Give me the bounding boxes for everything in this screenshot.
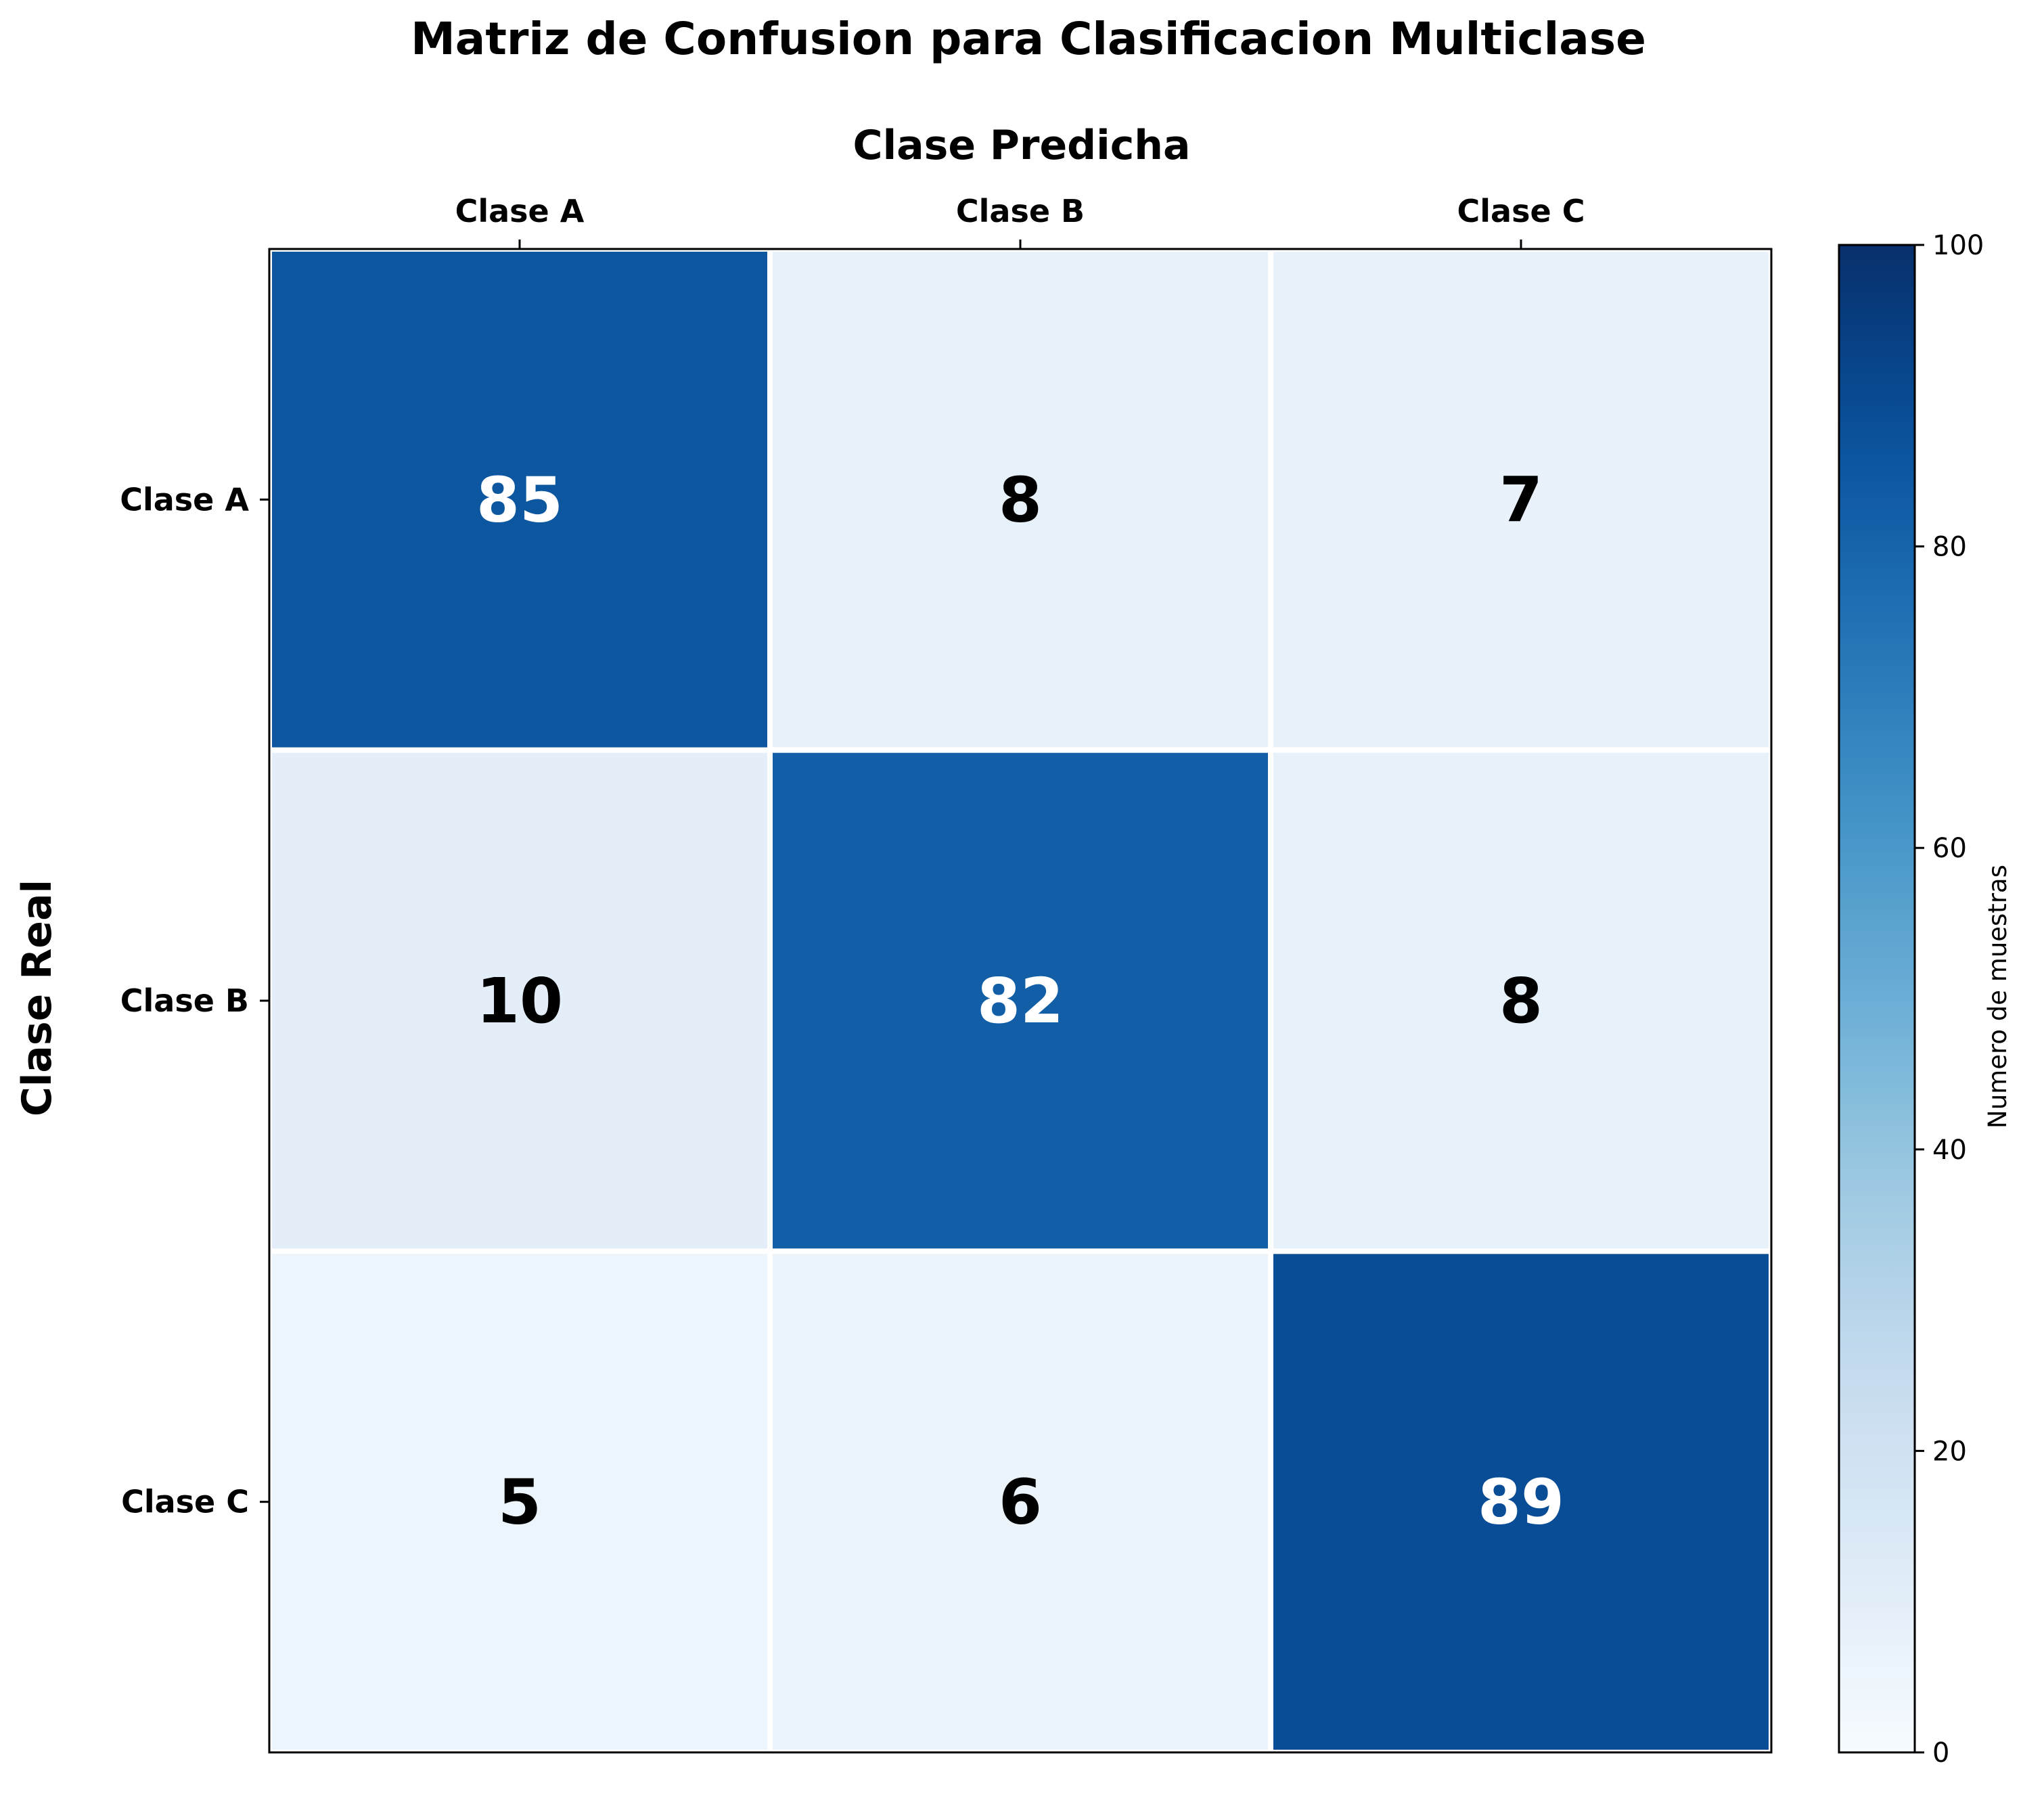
colorbar-tick-label: 0 (1932, 1738, 1949, 1769)
y-tick-label: Clase C (121, 1484, 249, 1520)
colorbar: 0 20 40 60 80 100 (1838, 230, 1984, 1769)
colorbar-label: Numero de muestras (1983, 865, 2012, 1129)
cell-value-label: 85 (476, 463, 563, 536)
y-axis-label: Clase Real (14, 880, 61, 1116)
heatmap-cell (767, 1248, 1273, 1756)
heatmap-axes: Clase A Clase B Clase C Clase A Clase B Clase… (120, 193, 1773, 1754)
heatmap-cells: 85 8 710 82 85 6 89 (267, 246, 1774, 1756)
cell-value-label: 5 (498, 1466, 541, 1539)
cell-value-label: 10 (476, 965, 563, 1037)
chart-title: Matriz de Confusion para Clasificacion M… (411, 13, 1646, 65)
x-tick-label: Clase C (1457, 193, 1585, 229)
heatmap-cell (767, 747, 1273, 1254)
y-tick-label: Clase A (120, 481, 249, 518)
cell-value-label: 82 (977, 965, 1064, 1037)
colorbar-tick-label: 100 (1932, 230, 1984, 261)
colorbar-tick-label: 20 (1932, 1436, 1967, 1467)
x-tick-label: Clase B (956, 193, 1085, 229)
heatmap-cell (767, 246, 1273, 753)
cell-value-label: 6 (999, 1466, 1042, 1539)
x-tick-label: Clase A (455, 193, 585, 229)
y-tick-label: Clase B (120, 982, 249, 1019)
colorbar-gradient (1838, 244, 1916, 1754)
colorbar-tick-label: 80 (1932, 532, 1967, 563)
cell-value-label: 8 (1499, 965, 1543, 1037)
heatmap-cell (267, 747, 773, 1254)
x-axis-label: Clase Predicha (853, 122, 1191, 169)
heatmap-cell (267, 246, 773, 753)
colorbar-tick-label: 60 (1932, 833, 1967, 864)
cell-value-label: 89 (1478, 1466, 1564, 1539)
heatmap-cell (1268, 747, 1774, 1254)
cell-value-label: 8 (999, 463, 1042, 536)
colorbar-tick-label: 40 (1932, 1135, 1967, 1166)
cell-value-label: 7 (1499, 463, 1543, 536)
